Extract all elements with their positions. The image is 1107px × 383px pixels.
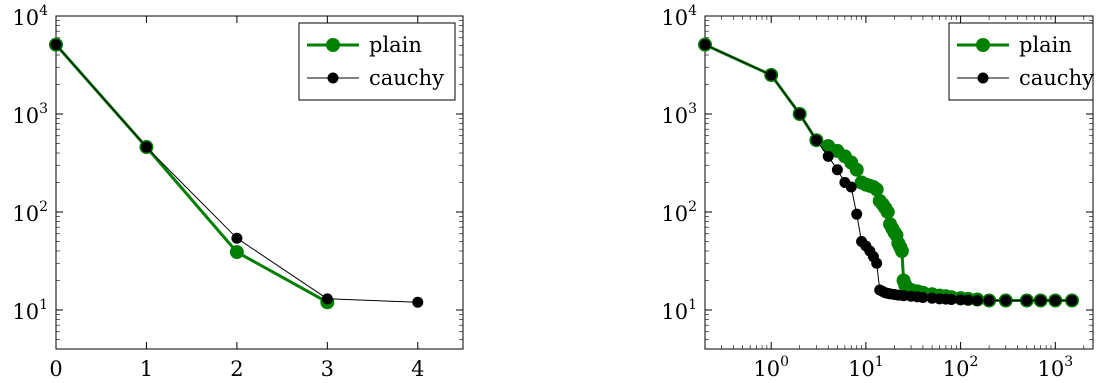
- series-cauchy: [699, 39, 1078, 307]
- data-point-cauchy: [1021, 295, 1033, 307]
- legend-label-cauchy: cauchy: [369, 66, 444, 90]
- data-point-cauchy: [810, 134, 822, 146]
- y-tick-label: 103: [12, 101, 48, 128]
- data-point-cauchy: [1035, 295, 1047, 307]
- data-point-cauchy: [231, 232, 243, 244]
- legend: plain cauchy: [948, 22, 1094, 101]
- legend-label-cauchy: cauchy: [1019, 66, 1094, 90]
- data-point-cauchy: [412, 296, 424, 308]
- legend-label-plain: plain: [1019, 33, 1072, 57]
- data-point-cauchy: [971, 295, 983, 307]
- data-point-cauchy: [1049, 295, 1061, 307]
- x-tick-label: 2: [230, 357, 243, 381]
- minor-ticks: [56, 20, 463, 350]
- legend-marker-plain: [326, 38, 340, 52]
- x-tick-label: 100: [753, 354, 789, 381]
- x-tick-label: 3: [321, 357, 334, 381]
- series-line-plain: [54, 43, 329, 304]
- data-point-plain: [869, 182, 884, 197]
- legend: plain cauchy: [298, 22, 456, 101]
- right-chart: 101 102 103 104 100 101 102 103 plain cauchy: [661, 3, 1094, 381]
- data-point-cauchy: [962, 294, 974, 306]
- y-tick-label: 102: [12, 199, 48, 226]
- data-point-cauchy: [917, 292, 929, 304]
- legend-marker-plain: [976, 38, 990, 52]
- data-point-plain: [229, 245, 244, 260]
- y-tick-label: 101: [661, 297, 697, 324]
- x-tick-label: 4: [411, 357, 424, 381]
- legend-box: [948, 22, 1094, 101]
- x-tick-label: 101: [848, 354, 884, 381]
- data-point-cauchy: [699, 39, 711, 51]
- y-tick-label: 104: [661, 3, 697, 30]
- data-point-plain: [849, 162, 864, 177]
- legend-label-plain: plain: [369, 33, 422, 57]
- x-tick-label: 102: [943, 354, 979, 381]
- y-tick-label: 102: [661, 199, 697, 226]
- series-plain: [49, 37, 335, 310]
- series-cauchy: [50, 39, 424, 308]
- data-point-cauchy: [845, 181, 857, 193]
- data-point-cauchy: [945, 293, 957, 305]
- data-point-cauchy: [983, 295, 995, 307]
- legend-marker-cauchy: [327, 72, 339, 84]
- data-point-cauchy: [822, 150, 834, 162]
- legend-box: [298, 22, 456, 101]
- data-point-cauchy: [871, 257, 883, 269]
- data-point-cauchy: [140, 141, 152, 153]
- x-tick-label: 1: [140, 357, 153, 381]
- data-point-cauchy: [1066, 295, 1078, 307]
- data-point-cauchy: [1000, 295, 1012, 307]
- y-tick-label: 101: [12, 297, 48, 324]
- data-point-cauchy: [765, 69, 777, 81]
- data-point-cauchy: [851, 208, 863, 220]
- y-tick-label: 104: [12, 3, 48, 30]
- data-point-cauchy: [321, 293, 333, 305]
- left-chart: 101 102 103 104 0 1 2 3 4 plain cauchy: [12, 3, 464, 381]
- y-tick-label: 103: [661, 101, 697, 128]
- data-point-plain: [880, 205, 895, 220]
- data-point-cauchy: [794, 108, 806, 120]
- legend-marker-cauchy: [977, 72, 989, 84]
- data-point-plain: [894, 243, 909, 258]
- data-point-cauchy: [831, 164, 843, 176]
- x-tick-label: 0: [49, 357, 62, 381]
- data-point-cauchy: [50, 39, 62, 51]
- x-tick-label: 103: [1037, 354, 1073, 381]
